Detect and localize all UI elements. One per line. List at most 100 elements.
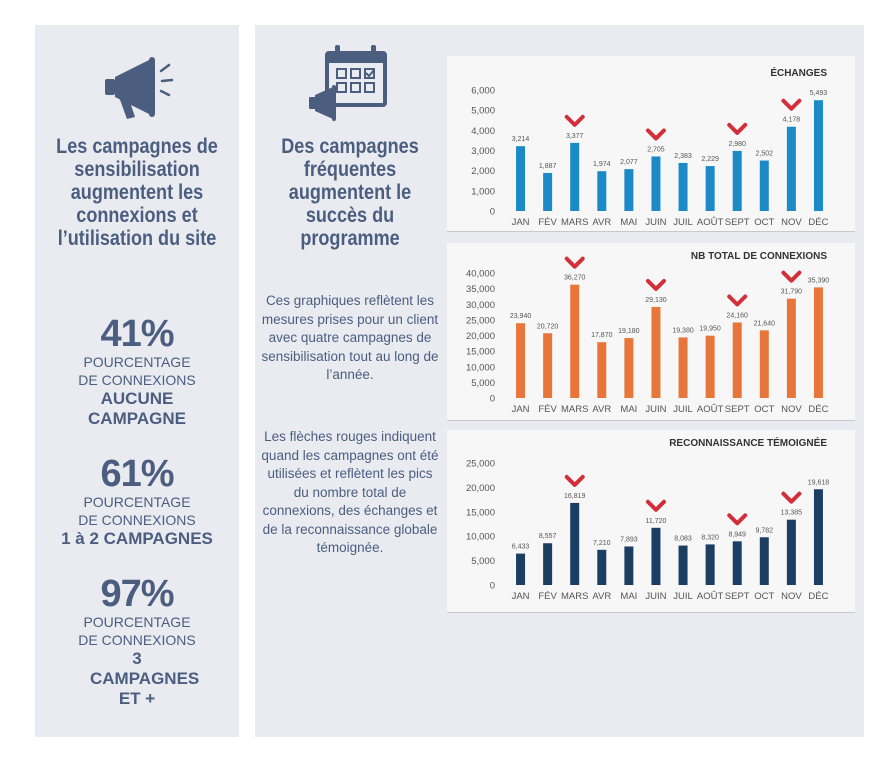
bar [570, 142, 580, 211]
data-label: 2,077 [620, 159, 638, 166]
y-tick-label: 25,000 [466, 459, 495, 470]
data-label: 7,210 [593, 540, 611, 547]
data-label: 16,819 [564, 493, 586, 500]
bar [543, 543, 553, 585]
data-label: 1,887 [539, 163, 557, 170]
x-tick-label: JUIN [645, 404, 666, 415]
y-tick-label: 5,000 [471, 556, 495, 567]
x-tick-label: FÉV [538, 591, 557, 602]
chart-title: NB TOTAL DE CONNEXIONS [691, 251, 827, 262]
stat-percent: 61% [100, 453, 174, 495]
y-tick-label: 40,000 [466, 269, 495, 280]
y-tick-label: 0 [490, 207, 495, 218]
chart-title: RECONNAISSANCE TÉMOIGNÉE [669, 436, 827, 449]
data-label: 2,502 [756, 151, 774, 158]
x-tick-label: OCT [754, 591, 774, 602]
data-label: 20,720 [537, 323, 559, 330]
campaign-marker [781, 98, 802, 111]
campaign-marker [727, 294, 748, 307]
stat-description: POURCENTAGE DE CONNEXIONS [78, 354, 196, 388]
chart-reconnaissance-svg: RECONNAISSANCE TÉMOIGNÉE 0 5,000 10,000 15,0… [466, 436, 830, 602]
campaign-marker [727, 122, 748, 135]
bar [543, 172, 553, 211]
x-tick-label: MAI [620, 591, 637, 602]
stat-category: AUCUNE CAMPAGNE [88, 389, 186, 428]
right-headline: Des campagnes fréquentes augmentent le s… [281, 135, 419, 250]
bar [678, 545, 688, 585]
bar [651, 527, 661, 585]
x-tick-label: MAI [620, 217, 637, 228]
x-tick-label: MARS [561, 591, 588, 602]
x-tick-label: AVR [592, 591, 611, 602]
bar [759, 537, 769, 585]
bar [786, 298, 796, 398]
data-label: 29,130 [645, 297, 667, 304]
x-tick-label: SEPT [725, 217, 750, 228]
stat-block-1: 41% POURCENTAGE DE CONNEXIONS AUCUNE CAM… [35, 315, 239, 429]
x-tick-label: SEPT [725, 591, 750, 602]
y-tick-label: 15,000 [466, 347, 495, 358]
x-tick-label: JUIN [645, 217, 666, 228]
bar [543, 333, 553, 398]
x-tick-label: JAN [512, 591, 530, 602]
data-label: 21,640 [754, 320, 776, 327]
y-tick-label: 35,000 [466, 284, 495, 295]
bar [651, 306, 661, 398]
x-tick-label: NOV [781, 217, 802, 228]
y-tick-label: 6,000 [471, 86, 495, 97]
x-tick-label: SEPT [725, 404, 750, 415]
campaign-marker [781, 270, 802, 283]
stat-category: 1 à 2 CAMPAGNES [61, 529, 213, 548]
data-label: 6,433 [512, 544, 530, 551]
arrows-paragraph: Les flèches rouges indiquent quand les c… [261, 429, 439, 555]
y-tick-label: 5,000 [471, 106, 495, 117]
y-tick-label: 0 [490, 581, 495, 592]
bar [516, 323, 526, 398]
bar [705, 335, 715, 398]
y-tick-label: 10,000 [466, 362, 495, 373]
x-tick-label: JAN [512, 217, 530, 228]
data-label: 13,385 [781, 510, 803, 517]
bar [732, 322, 742, 398]
bar [705, 544, 715, 585]
data-label: 9,782 [756, 527, 774, 534]
bar [678, 162, 688, 211]
chart-connexions-svg: NB TOTAL DE CONNEXIONS 0 5,000 10,000 15,000… [466, 251, 829, 415]
campaign-marker [781, 491, 802, 504]
chart-echanges: ÉCHANGES 0 1,000 2,000 3,000 4,000 5,000 6,000 3… [447, 56, 855, 232]
y-tick-label: 1,000 [471, 186, 495, 197]
bar [597, 171, 607, 211]
bar [786, 519, 796, 585]
x-tick-label: JUIN [645, 591, 666, 602]
data-label: 19,618 [808, 479, 830, 486]
stat-percent: 41% [100, 313, 174, 355]
y-tick-label: 4,000 [471, 126, 495, 137]
bar [624, 546, 634, 585]
chart-connexions: NB TOTAL DE CONNEXIONS 0 5,000 10,000 15,000… [447, 243, 855, 421]
x-tick-label: AOÛT [697, 591, 724, 602]
bar [705, 166, 715, 211]
data-label: 24,160 [726, 313, 748, 320]
x-tick-label: JUIL [673, 591, 693, 602]
data-label: 8,320 [701, 534, 719, 541]
x-tick-label: JUIL [673, 217, 693, 228]
x-tick-label: OCT [754, 404, 774, 415]
x-tick-label: JUIL [673, 404, 693, 415]
bar [597, 549, 607, 585]
stat-description: POURCENTAGE DE CONNEXIONS [78, 614, 196, 648]
stat-percent: 97% [100, 573, 174, 615]
data-label: 11,720 [646, 518, 667, 525]
x-tick-label: MARS [561, 217, 588, 228]
bar [759, 160, 769, 211]
campaign-marker [564, 114, 585, 127]
data-label: 4,178 [783, 117, 801, 124]
data-label: 17,870 [591, 332, 613, 339]
chart-reconnaissance: RECONNAISSANCE TÉMOIGNÉE 0 5,000 10,000 15,0… [447, 430, 855, 613]
y-tick-label: 0 [490, 394, 495, 405]
x-tick-label: DÉC [808, 591, 828, 602]
bar [570, 284, 580, 398]
bar [624, 169, 634, 211]
left-panel: Les campagnes de sensibilisation augment… [35, 25, 239, 737]
bar [786, 126, 796, 211]
x-tick-label: OCT [754, 217, 774, 228]
